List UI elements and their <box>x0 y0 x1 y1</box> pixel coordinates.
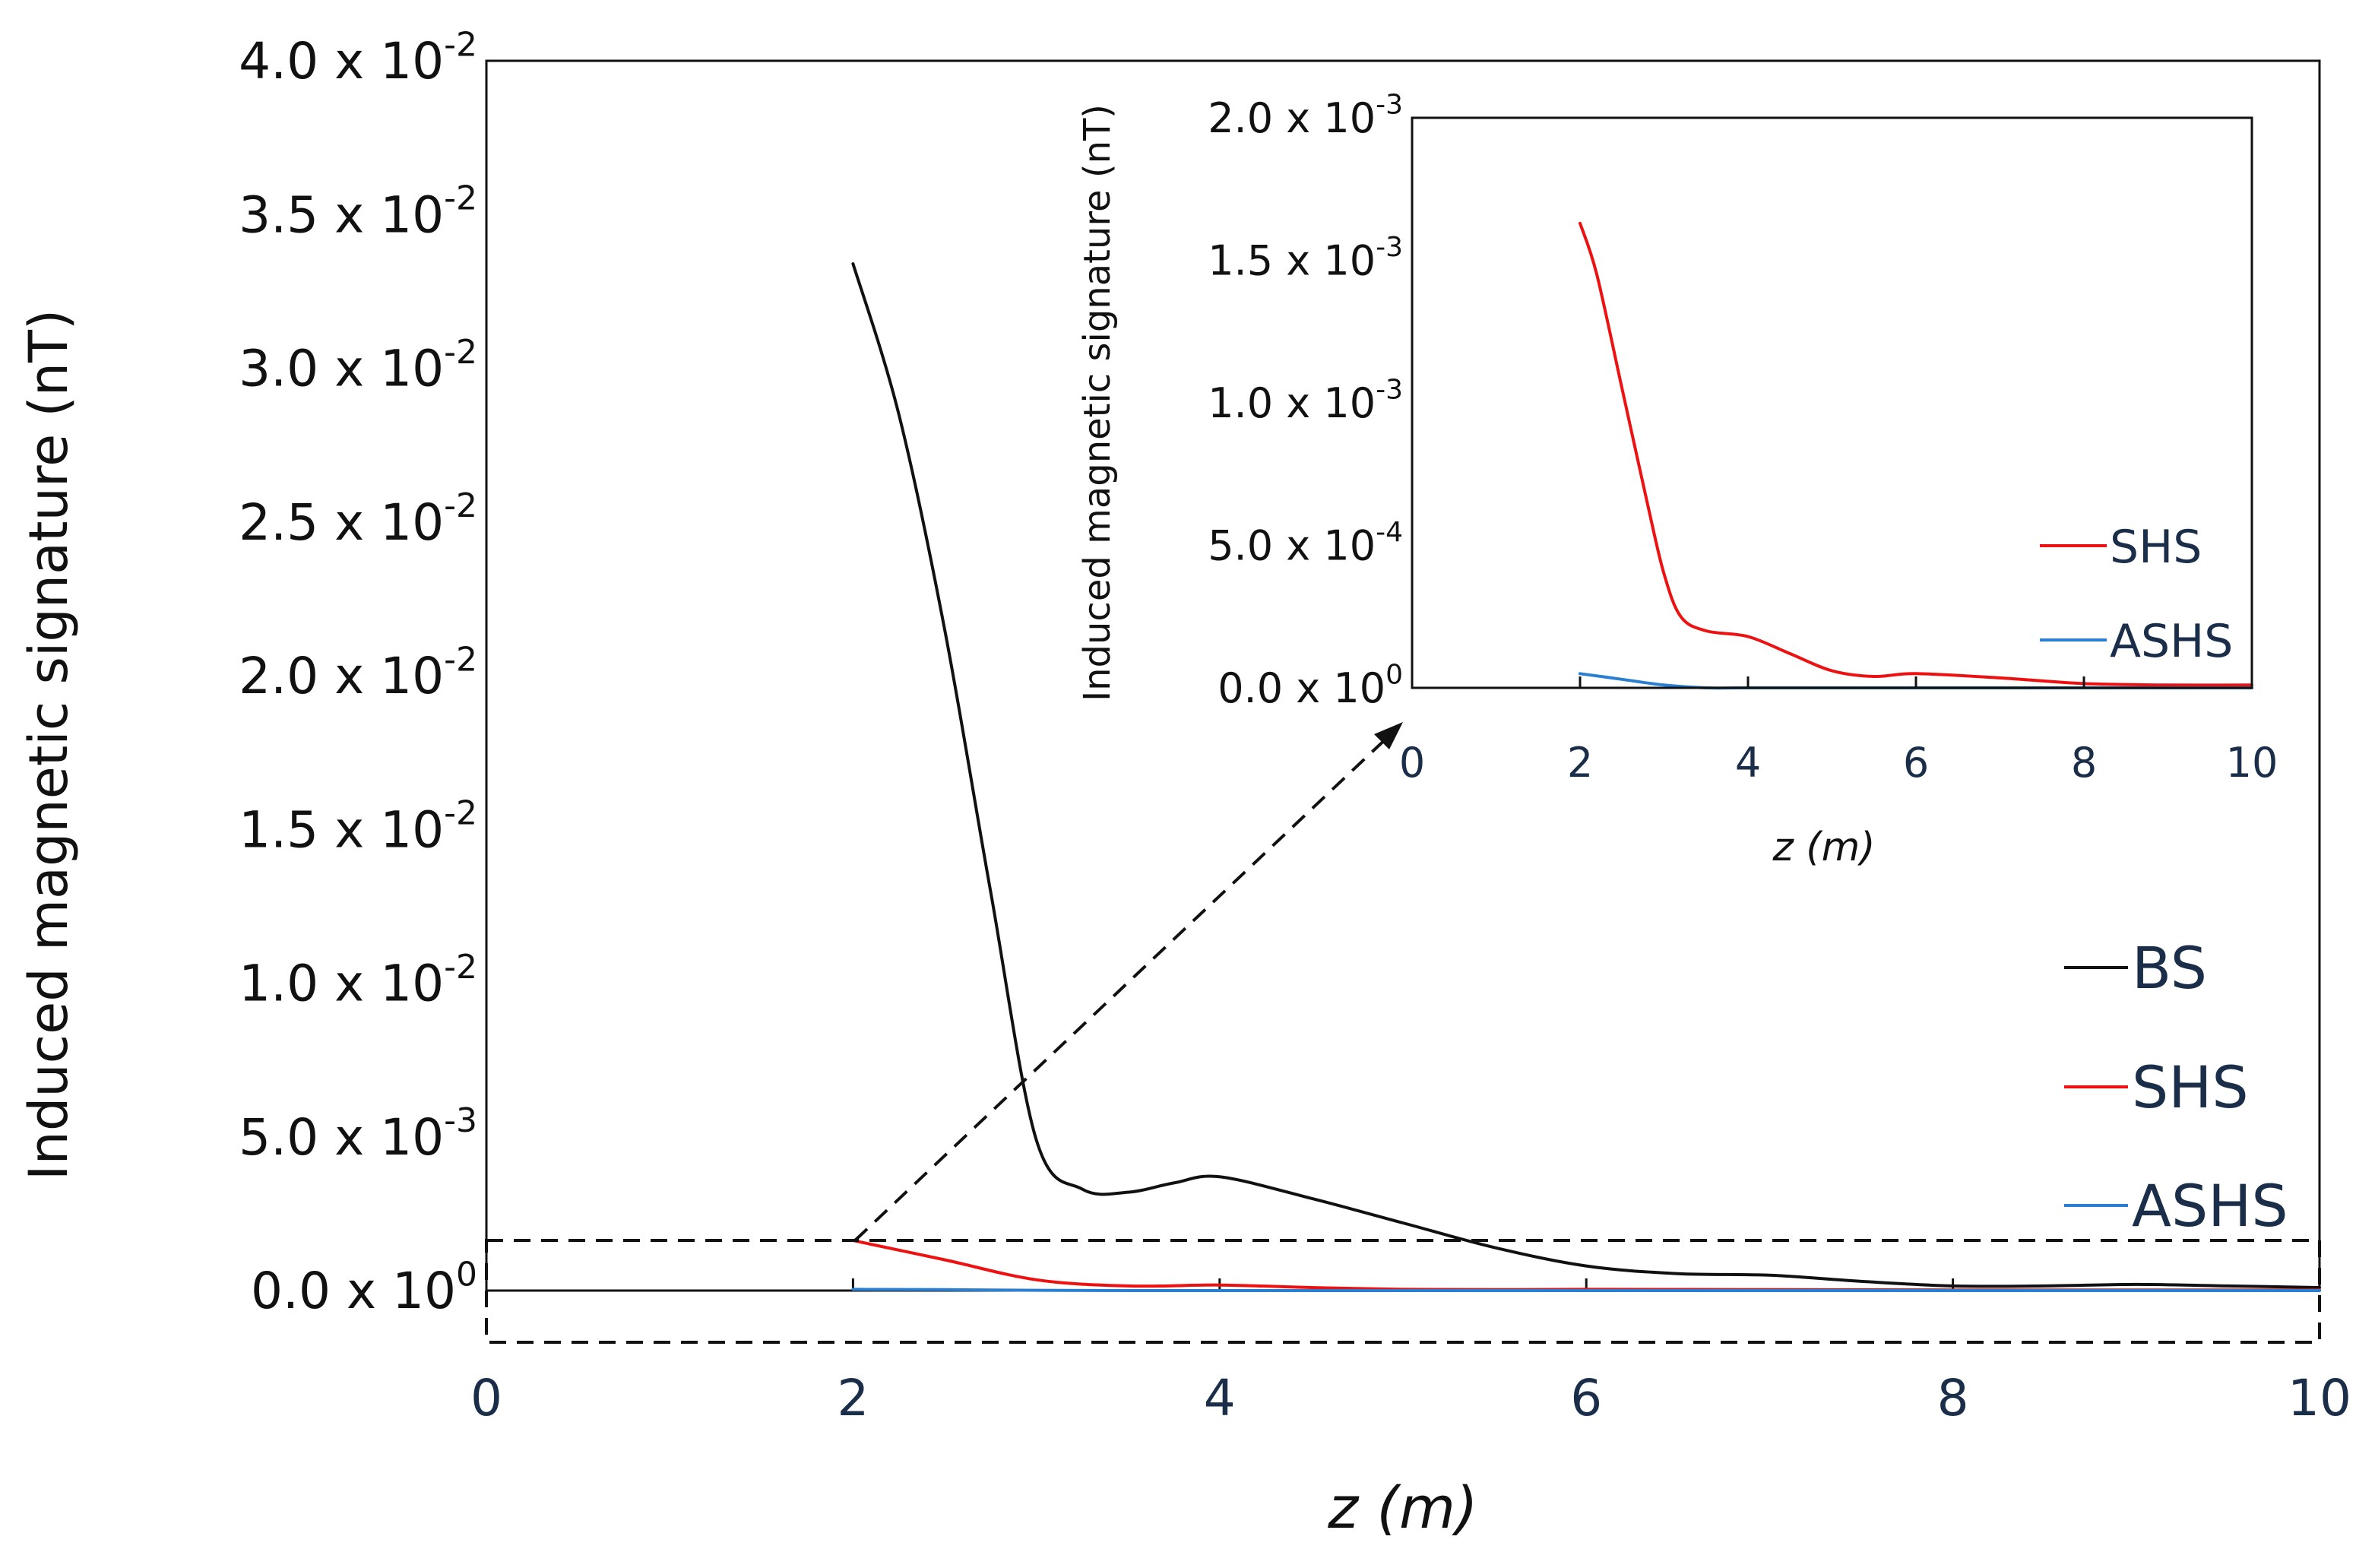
inset-x-axis-title: z (m) <box>1772 825 1875 870</box>
main-xtick-label: 6 <box>1570 1369 1602 1427</box>
inset-ytick-label: 0.0 x 100 <box>1218 660 1403 712</box>
inset-xtick-label: 0 <box>1399 739 1425 787</box>
inset-ytick-label: 1.0 x 10-3 <box>1208 375 1403 427</box>
main-xtick-label: 8 <box>1937 1369 1969 1427</box>
main-x-axis-title: z (m) <box>1327 1474 1477 1541</box>
inset-series-shs <box>1579 221 2253 687</box>
main-ytick-label: 2.5 x 10-2 <box>239 486 477 552</box>
main-series-bs <box>851 262 2321 1289</box>
legend-label-shs: SHS <box>2132 1053 2249 1121</box>
main-ytick-label: 2.0 x 10-2 <box>239 640 477 705</box>
inset-xtick-label: 4 <box>1735 739 1761 787</box>
main-xtick-label: 4 <box>1204 1369 1236 1427</box>
zoom-region-box <box>485 1239 2321 1344</box>
main-ytick-label: 4.0 x 10-2 <box>239 25 477 90</box>
main-y-axis-title: Induced magnetic signature (nT) <box>17 309 80 1180</box>
main-xtick-label: 0 <box>470 1369 502 1427</box>
main-series-ashs <box>851 1288 2321 1293</box>
zoom-arrow-head <box>1374 722 1403 749</box>
inset-ytick-label: 5.0 x 10-4 <box>1208 517 1403 569</box>
main-ytick-label: 0.0 x 100 <box>251 1255 477 1320</box>
main-ytick-label: 1.5 x 10-2 <box>239 794 477 860</box>
inset-xtick-label: 2 <box>1567 739 1593 787</box>
main-ytick-label: 5.0 x 10-3 <box>239 1101 477 1167</box>
inset-xtick-label: 8 <box>2071 739 2097 787</box>
main-xtick-label: 10 <box>2288 1369 2351 1427</box>
main-ytick-label: 1.0 x 10-2 <box>239 948 477 1013</box>
inset-legend: SHS ASHS <box>2040 521 2233 668</box>
main-ytick-label: 3.5 x 10-2 <box>239 179 477 245</box>
inset-ytick-label: 1.5 x 10-3 <box>1208 232 1403 284</box>
main-xtick-label: 2 <box>837 1369 869 1427</box>
inset-y-axis-title: Induced magnetic signature (nT) <box>1076 104 1119 702</box>
inset-background <box>1412 118 2252 688</box>
inset-plot-frame <box>1411 116 2253 689</box>
inset-ytick-label: 2.0 x 10-3 <box>1208 90 1403 142</box>
zoom-arrow-line <box>853 733 1392 1242</box>
inset-xtick-label: 6 <box>1903 739 1929 787</box>
main-ytick-label: 3.0 x 10-2 <box>239 333 477 398</box>
main-legend: BS SHS ASHS <box>2064 934 2288 1240</box>
inset-xtick-label: 10 <box>2226 739 2278 787</box>
inset-legend-label-ashs: ASHS <box>2110 615 2233 668</box>
legend-label-bs: BS <box>2132 934 2207 1002</box>
inset-legend-label-shs: SHS <box>2110 521 2202 574</box>
legend-label-ashs: ASHS <box>2132 1172 2288 1240</box>
